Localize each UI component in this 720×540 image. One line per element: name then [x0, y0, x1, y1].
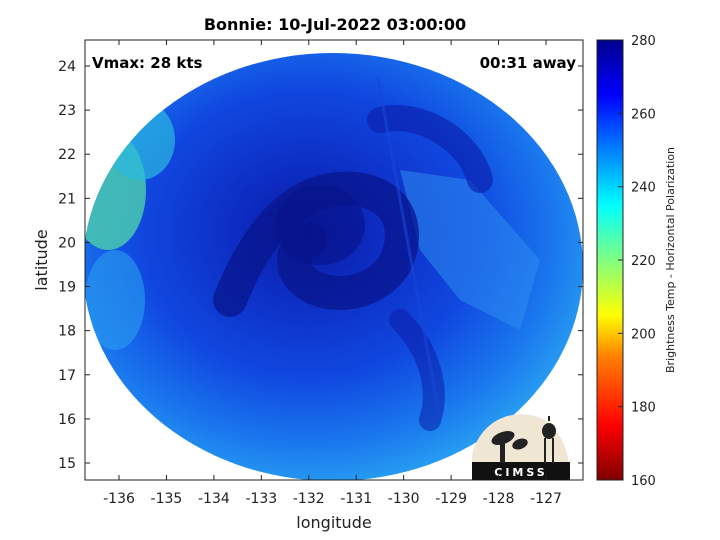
y-tick-label: 16	[58, 412, 76, 428]
x-tick-label: -133	[245, 491, 277, 507]
y-tick-label: 22	[58, 147, 76, 163]
colorbar-tick-label: 220	[631, 254, 656, 269]
map-plot-area: Vmax: 28 kts 00:31 away CIMSS	[84, 39, 584, 481]
y-axis-ticks: 15 16 17 18 19 20 21 22 23 24	[58, 59, 583, 472]
x-tick-label: -135	[151, 491, 183, 507]
colorbar-label: Brightness Temp - Horizontal Polarizatio…	[664, 147, 677, 373]
plot-frame	[84, 39, 584, 481]
y-tick-label: 20	[58, 235, 76, 251]
y-tick-label: 19	[58, 280, 76, 296]
y-tick-label: 18	[58, 324, 76, 340]
colorbar-tick-label: 260	[631, 107, 656, 122]
water-tower-leg-right	[552, 438, 554, 463]
x-tick-label: -130	[388, 491, 420, 507]
y-tick-label: 23	[58, 103, 76, 119]
dish-pole	[500, 443, 505, 463]
light-band-east	[400, 170, 540, 330]
water-tower-tank	[542, 423, 556, 439]
x-axis-ticks: -136 -135 -134 -133 -132 -131 -130 -129 -128 -127	[103, 40, 562, 507]
y-tick-label: 17	[58, 368, 76, 384]
x-tick-label: -131	[340, 491, 372, 507]
x-tick-label: -132	[293, 491, 325, 507]
time-away-annotation: 00:31 away	[480, 54, 577, 72]
satellite-dish-left	[491, 431, 515, 445]
y-tick-label: 21	[58, 191, 76, 207]
colorbar-tick-label: 240	[631, 181, 656, 196]
cimss-logo: CIMSS	[472, 414, 570, 480]
plot-title: Bonnie: 10-Jul-2022 03:00:00	[204, 15, 466, 34]
x-axis-label: longitude	[296, 513, 371, 532]
colorbar-ticks: 160 180 200 220 240 260 280	[618, 34, 656, 489]
outer-band-north	[367, 105, 493, 193]
x-tick-label: -127	[530, 491, 562, 507]
x-tick-label: -134	[198, 491, 230, 507]
x-tick-label: -136	[103, 491, 135, 507]
colorbar: 160 180 200 220 240 260 280 Brightness Temp - …	[596, 34, 677, 489]
colorbar-tick-label: 160	[631, 474, 656, 489]
colorbar-tick-label: 180	[631, 401, 656, 416]
warm-patch-southwest	[85, 250, 145, 350]
y-tick-label: 15	[58, 456, 76, 472]
satellite-dish-right	[512, 438, 528, 450]
vmax-annotation: Vmax: 28 kts	[92, 54, 202, 72]
colorbar-tick-label: 280	[631, 34, 656, 49]
x-tick-label: -128	[483, 491, 515, 507]
swath-seam	[376, 77, 442, 421]
colorbar-tick-label: 200	[631, 327, 656, 342]
y-tick-label: 24	[58, 59, 76, 75]
y-axis-label: latitude	[32, 229, 51, 290]
x-tick-label: -129	[435, 491, 467, 507]
spiral-core	[275, 185, 365, 265]
water-tower-leg-left	[544, 438, 546, 463]
logo-text: CIMSS	[494, 466, 547, 479]
